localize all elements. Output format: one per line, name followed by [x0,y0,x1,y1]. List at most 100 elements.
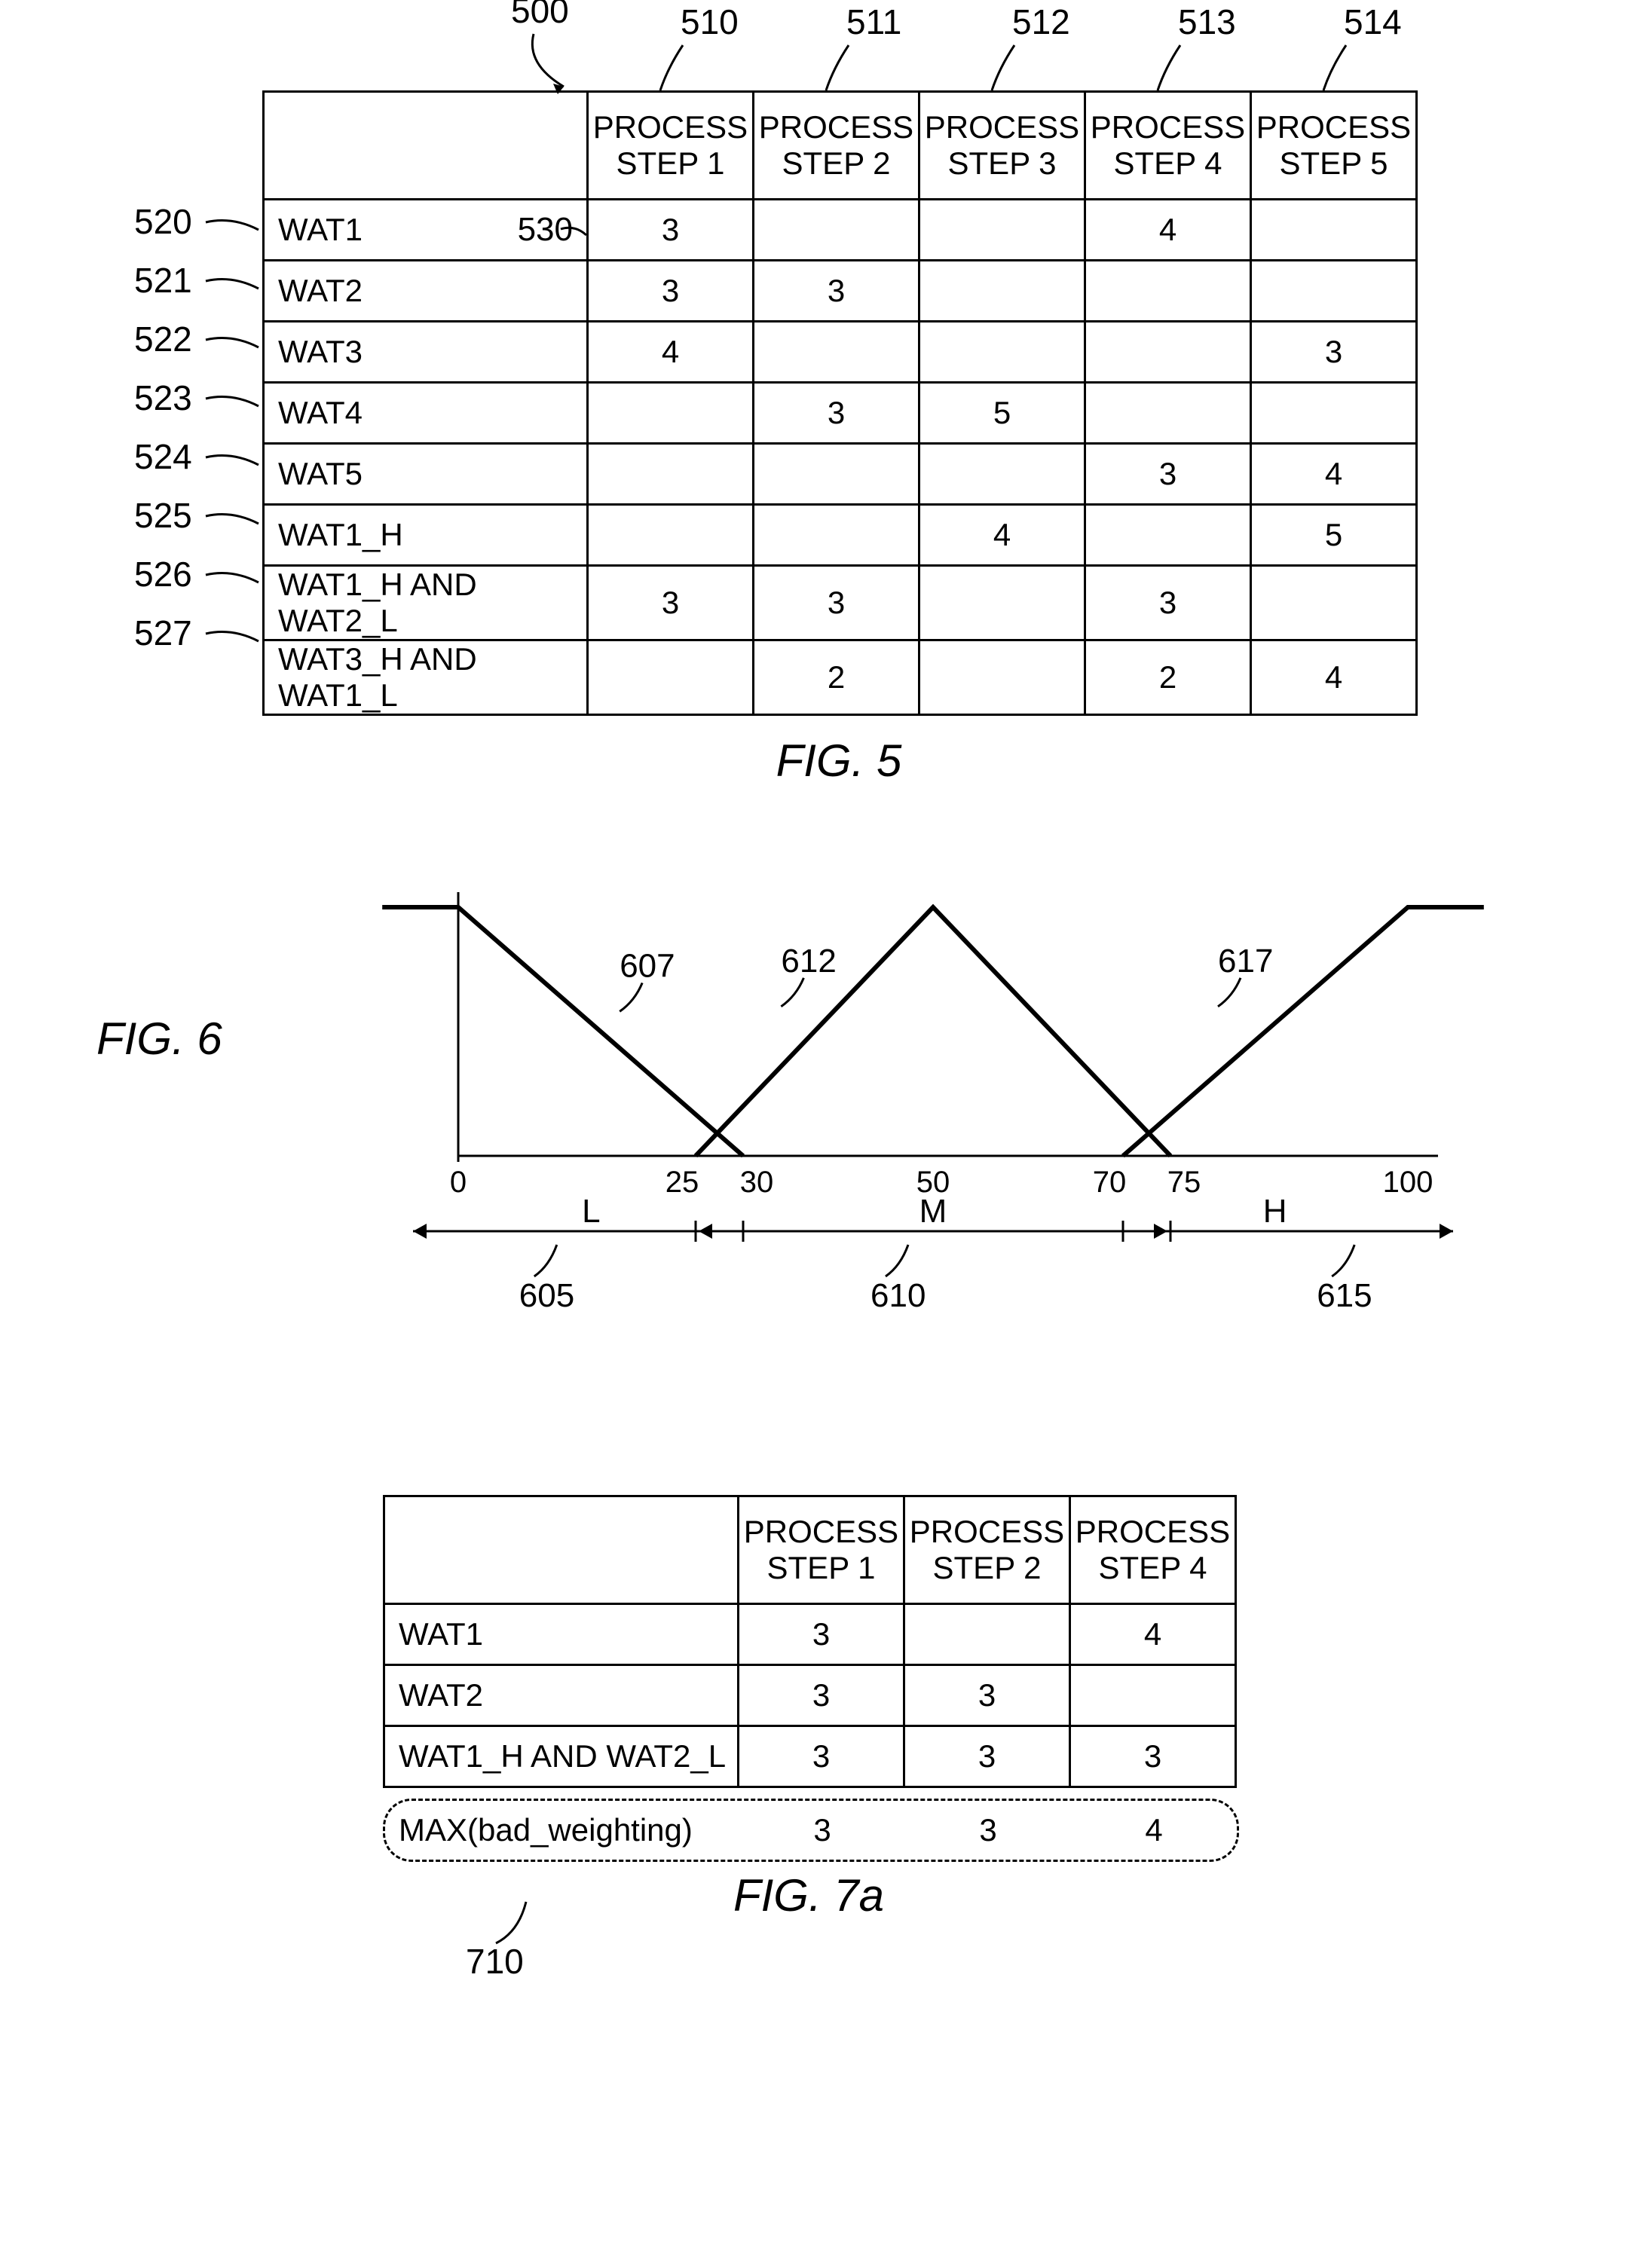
table-cell [588,640,754,715]
table-cell [1085,261,1251,322]
table-cell: 3 [1251,322,1417,383]
row-header: WAT2 [264,261,588,322]
col-header: PROCESSSTEP 5 [1251,92,1417,200]
max-row-cell: 4 [1071,1812,1237,1848]
col-header: PROCESSSTEP 1 [739,1496,904,1604]
svg-text:607: 607 [620,947,675,984]
table-cell [754,200,919,261]
fig5-table: PROCESSSTEP 1PROCESSSTEP 2PROCESSSTEP 3P… [262,90,1418,716]
col-header: PROCESSSTEP 4 [1070,1496,1236,1604]
table-cell: 3 [904,1726,1070,1787]
fig7a-leader-710: 710 [428,1902,654,1992]
row-header: WAT3_H AND WAT1_L [264,640,588,715]
max-row-cell: 3 [905,1812,1071,1848]
table-cell: 2 [1085,640,1251,715]
row-header: WAT1_H [264,505,588,566]
table-cell: 3 [1085,444,1251,505]
svg-text:615: 615 [1317,1277,1372,1314]
table-cell: 3 [739,1604,904,1665]
col-header: PROCESSSTEP 2 [904,1496,1070,1604]
tag-511: 511 [846,2,901,41]
table-cell [904,1604,1070,1665]
fig5-container: 500 510 511 512 513 514 520 521 [262,90,1574,787]
tag-710: 710 [466,1942,524,1981]
table-cell [1251,383,1417,444]
fig7a-table: PROCESSSTEP 1PROCESSSTEP 2PROCESSSTEP 4 W… [383,1495,1237,1788]
table-cell: 3 [739,1665,904,1726]
tag-513: 513 [1178,2,1236,41]
table-cell [1085,505,1251,566]
table-cell: 3 [904,1665,1070,1726]
tag-521: 521 [134,261,192,300]
tag-525: 525 [134,496,192,535]
row-header: WAT1_H AND WAT2_L [264,566,588,640]
table-cell [1251,200,1417,261]
table-cell: 3 [754,566,919,640]
row-header: WAT1 [384,1604,739,1665]
svg-text:0: 0 [450,1166,467,1199]
row-header: WAT4 [264,383,588,444]
row-header [384,1496,739,1604]
row-header: WAT1530 [264,200,588,261]
tag-522: 522 [134,319,192,359]
svg-text:100: 100 [1383,1166,1433,1199]
fig5-leaders-top: 500 510 511 512 513 514 [262,0,1544,98]
table-cell [919,261,1085,322]
svg-text:612: 612 [781,943,836,980]
tag-524: 524 [134,437,192,476]
col-header: PROCESSSTEP 1 [588,92,754,200]
svg-text:610: 610 [870,1277,926,1314]
table-cell: 4 [588,322,754,383]
table-cell: 3 [588,200,754,261]
table-cell: 3 [754,383,919,444]
table-cell: 3 [739,1726,904,1787]
table-cell: 3 [1070,1726,1236,1787]
row-header: WAT2 [384,1665,739,1726]
tag-512: 512 [1012,2,1070,41]
table-cell: 3 [754,261,919,322]
max-row-label: MAX(bad_weighting) [385,1812,739,1848]
tag-500: 500 [511,0,569,30]
table-cell: 2 [754,640,919,715]
table-cell [754,322,919,383]
table-cell [1251,566,1417,640]
svg-text:75: 75 [1167,1166,1201,1199]
tag-527: 527 [134,613,192,653]
fig7a-max-row: MAX(bad_weighting)334 [383,1799,1239,1862]
table-cell: 4 [1085,200,1251,261]
table-cell: 3 [588,566,754,640]
max-row-cell: 3 [739,1812,905,1848]
fig6-plot: 02530507075100607612617LMH605610615 [66,892,1498,1374]
col-header: PROCESSSTEP 2 [754,92,919,200]
table-cell [588,444,754,505]
table-cell: 3 [588,261,754,322]
tag-523: 523 [134,378,192,417]
svg-text:605: 605 [519,1277,574,1314]
table-cell [1251,261,1417,322]
tag-510: 510 [681,2,739,41]
svg-text:30: 30 [740,1166,774,1199]
table-cell: 4 [1251,444,1417,505]
table-cell [1070,1665,1236,1726]
tag-514: 514 [1344,2,1402,41]
table-cell [588,383,754,444]
svg-text:H: H [1263,1193,1287,1230]
fig6-container: FIG. 6 02530507075100607612617LMH6056106… [66,892,1574,1374]
table-cell: 4 [919,505,1085,566]
table-cell [754,444,919,505]
table-cell [919,200,1085,261]
row-header: WAT5 [264,444,588,505]
table-cell [919,566,1085,640]
fig7a-container: PROCESSSTEP 1PROCESSSTEP 2PROCESSSTEP 4 W… [383,1495,1574,1921]
row-header: WAT1_H AND WAT2_L [384,1726,739,1787]
table-cell: 4 [1251,640,1417,715]
table-cell: 3 [1085,566,1251,640]
table-cell [919,322,1085,383]
svg-text:617: 617 [1218,943,1273,980]
table-cell [754,505,919,566]
table-cell [588,505,754,566]
svg-text:M: M [919,1193,947,1230]
fig5-leaders-left: 520 521 522 523 524 525 526 527 [134,90,270,769]
tag-526: 526 [134,555,192,594]
table-cell: 5 [1251,505,1417,566]
